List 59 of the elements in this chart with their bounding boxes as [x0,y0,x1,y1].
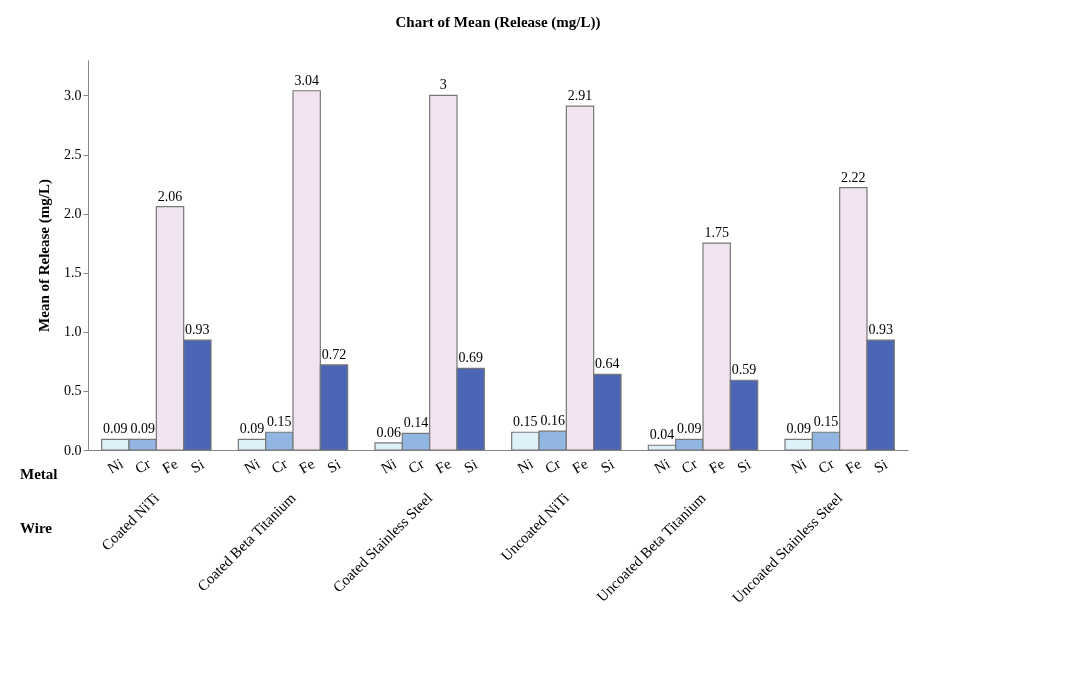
text: Si [461,455,481,477]
text: Cr [268,455,290,477]
text: Ni [514,455,536,477]
data-label: 0.14 [403,415,429,431]
text: Cr [815,455,837,477]
text: Fe [432,455,454,477]
text: Ni [241,455,263,477]
data-label: 0.09 [103,421,128,437]
text: Fe [159,455,181,477]
text: Si [871,455,891,477]
text: Fe [569,455,591,477]
data-label: 1.75 [704,225,729,241]
text: Si [187,455,207,477]
data-label: 0.16 [540,413,565,429]
data-label: 0.69 [458,350,483,366]
data-label: 3 [439,77,447,93]
data-label: 0.09 [130,421,155,437]
text: Cr [405,455,427,477]
data-label: 0.04 [649,427,675,443]
y-tick-label: 1.5 [64,265,82,281]
text: Fe [296,455,318,477]
y-tick-label: 3.0 [64,87,82,103]
chart-title: Chart of Mean (Release (mg/L)) [395,14,601,31]
data-label: 2.22 [841,169,866,185]
text: Si [734,455,754,477]
y-tick-label: 1.0 [64,324,82,340]
text: Cr [132,455,154,477]
data-label: 0.72 [321,346,347,362]
text: Cr [678,455,700,477]
text: Si [597,455,617,477]
text: Ni [104,455,126,477]
text: Ni [788,455,810,477]
data-label: 0.09 [677,421,702,437]
data-label: 0.15 [267,414,292,430]
text: Ni [651,455,673,477]
data-label: 0.15 [513,414,538,430]
y-tick-label: 2.5 [64,147,82,163]
x-axis-title: Wire [20,520,53,536]
y-tick-label: 2.0 [64,206,82,222]
data-label: 0.09 [239,421,265,437]
y-tick-label: 0.5 [64,383,82,399]
text: Ni [378,455,400,477]
y-tick-label: 0.0 [64,442,82,458]
data-label: 2.91 [567,88,593,104]
data-label: 0.64 [595,356,620,372]
data-label: 0.09 [786,421,811,437]
data-label: 0.93 [868,322,893,338]
data-label: 0.06 [376,424,401,440]
y-axis-title: Mean of Release (mg/L) [36,179,53,332]
text: Fe [842,455,864,477]
text: Metal [20,466,58,482]
data-label: 2.06 [157,188,183,204]
data-label: 0.15 [813,414,839,430]
data-label: 0.93 [185,322,210,338]
text: Cr [542,455,564,477]
data-label: 0.59 [731,362,757,378]
data-label: 3.04 [294,72,319,88]
text: Si [324,455,344,477]
text: Fe [706,455,728,477]
